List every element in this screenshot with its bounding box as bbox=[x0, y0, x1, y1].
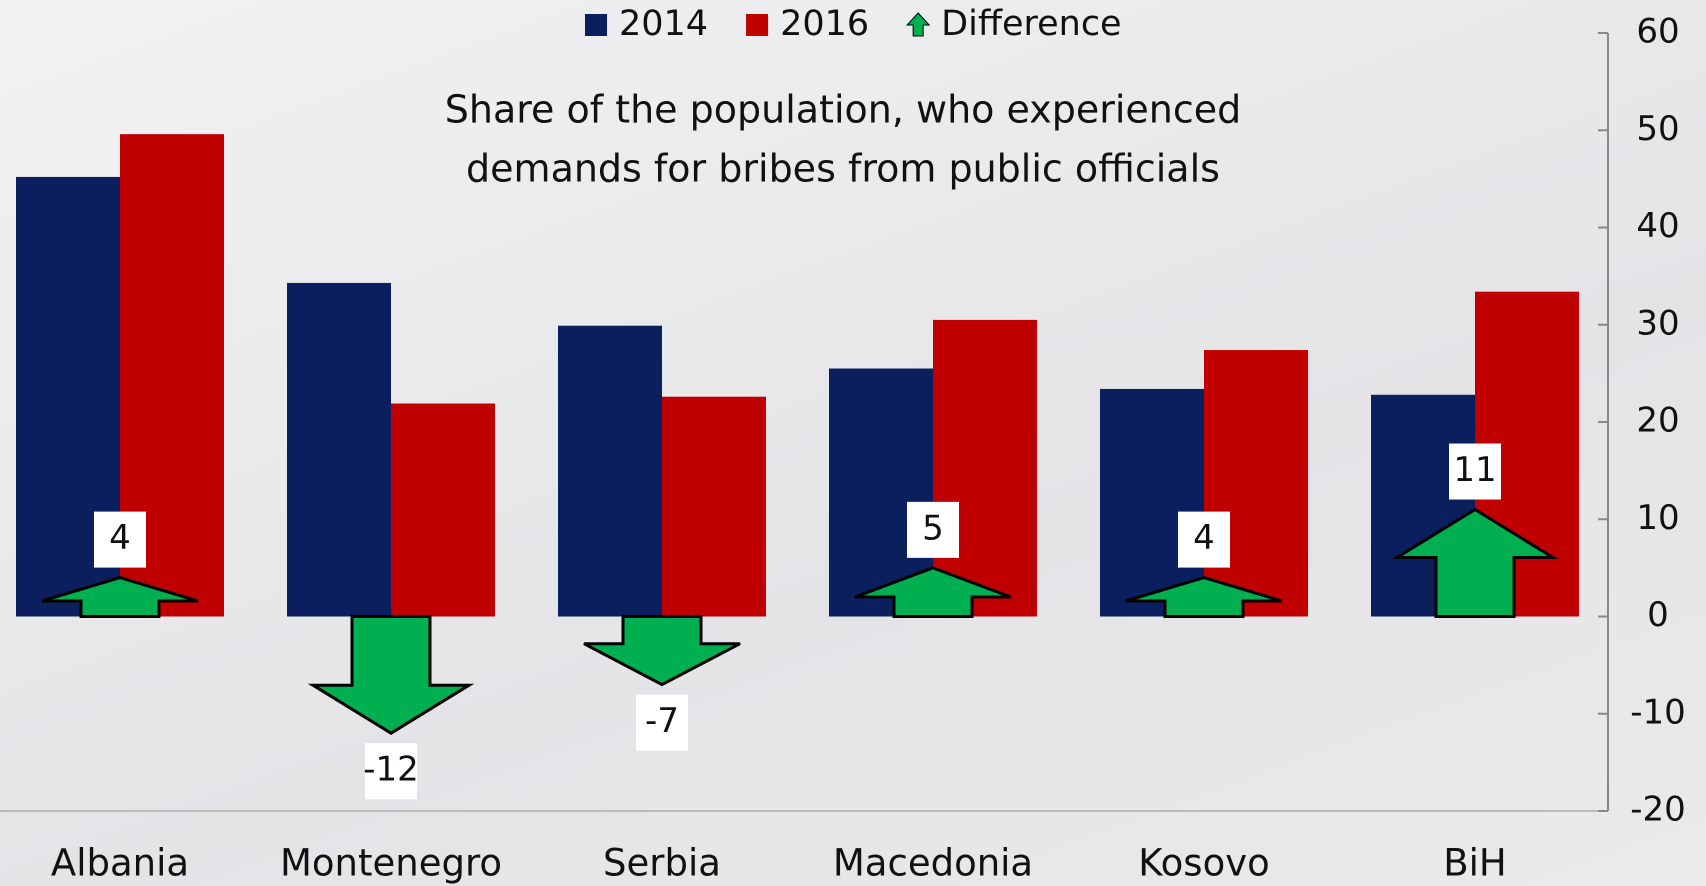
bar bbox=[391, 403, 495, 617]
x-tick-label: Montenegro bbox=[280, 842, 502, 885]
y-tick-label: 10 bbox=[1636, 498, 1679, 538]
legend-swatch bbox=[746, 14, 769, 36]
x-tick-label: Albania bbox=[51, 842, 189, 885]
x-tick-label: Serbia bbox=[603, 842, 721, 885]
bar bbox=[1100, 388, 1204, 617]
legend-label: Difference bbox=[941, 4, 1121, 44]
legend-swatch bbox=[585, 14, 607, 36]
chart-title: demands for bribes from public officials bbox=[466, 147, 1220, 191]
bar bbox=[662, 396, 766, 617]
bar bbox=[558, 325, 662, 617]
difference-arrow bbox=[41, 576, 199, 618]
label-box bbox=[1178, 511, 1230, 568]
y-tick-label: 20 bbox=[1636, 401, 1679, 441]
y-tick-label: -10 bbox=[1630, 692, 1686, 732]
difference-arrow bbox=[307, 615, 475, 735]
y-tick-label: 60 bbox=[1636, 12, 1679, 52]
label-box bbox=[365, 743, 417, 800]
difference-arrow bbox=[854, 566, 1012, 618]
y-tick-label: 30 bbox=[1636, 303, 1679, 343]
data-label: -7 bbox=[645, 701, 679, 741]
difference-arrow bbox=[1391, 507, 1559, 618]
x-tick-label: Macedonia bbox=[833, 842, 1033, 885]
legend-label: 2014 bbox=[619, 4, 708, 44]
label-box bbox=[636, 694, 688, 751]
y-tick-label: 0 bbox=[1647, 595, 1669, 635]
bar bbox=[1204, 350, 1308, 617]
difference-arrow bbox=[1125, 576, 1283, 618]
label-box bbox=[1449, 443, 1501, 500]
y-tick-label: 40 bbox=[1636, 206, 1679, 246]
data-label: 5 bbox=[922, 508, 944, 548]
x-tick-label: Kosovo bbox=[1138, 842, 1270, 885]
bar bbox=[933, 319, 1037, 617]
label-box bbox=[94, 511, 146, 568]
data-label: 4 bbox=[109, 518, 131, 558]
x-tick-label: BiH bbox=[1443, 842, 1507, 885]
y-tick-label: 50 bbox=[1636, 109, 1679, 149]
label-box bbox=[907, 501, 959, 558]
data-label: 4 bbox=[1193, 518, 1215, 558]
legend-label: 2016 bbox=[780, 4, 869, 44]
legend-swatch bbox=[906, 12, 931, 37]
y-tick-label: -20 bbox=[1630, 790, 1686, 830]
difference-arrow bbox=[583, 615, 741, 687]
chart-title: Share of the population, who experienced bbox=[445, 88, 1241, 132]
bar bbox=[287, 282, 391, 617]
data-label: -12 bbox=[363, 750, 419, 790]
data-label: 11 bbox=[1453, 450, 1496, 490]
